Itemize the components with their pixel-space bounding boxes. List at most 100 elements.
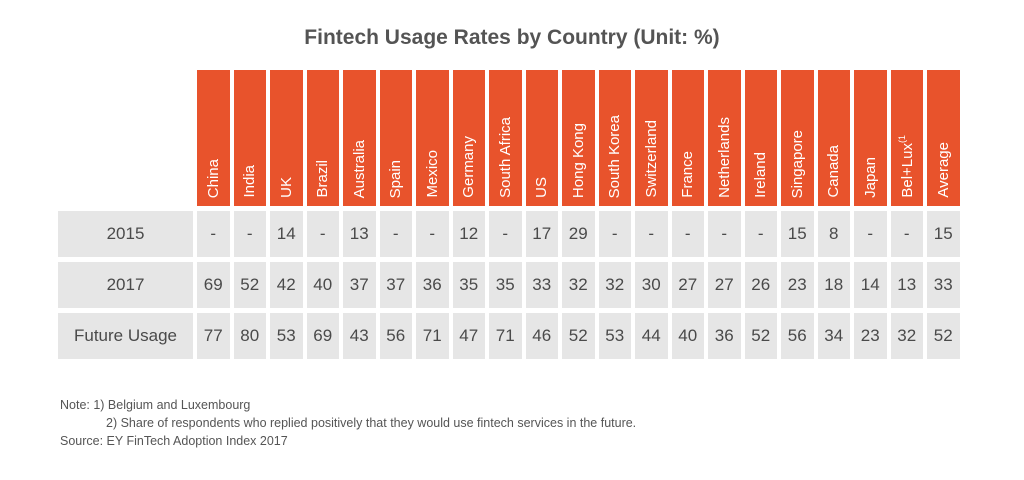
table-cell: 27 (708, 262, 741, 308)
table-cell: 23 (781, 262, 814, 308)
row-label: 2017 (58, 262, 193, 308)
table-cell: 80 (233, 313, 266, 359)
column-header: Switzerland (635, 70, 668, 206)
column-header-label: Germany (460, 136, 478, 198)
table-cell: 13 (343, 211, 376, 257)
column-header: Australia (343, 70, 376, 206)
table-cell: - (671, 211, 704, 257)
column-header-label: India (241, 165, 259, 198)
table-cell: 29 (562, 211, 595, 257)
table-cell: 37 (343, 262, 376, 308)
usage-table: China India UK Brazil Australia Spain Mexico Ge… (58, 70, 960, 359)
column-header-label: Singapore (788, 129, 806, 198)
column-header-label: Canada (825, 145, 843, 198)
table-cell: - (416, 211, 449, 257)
table-cell: 53 (270, 313, 303, 359)
column-header-label: UK (277, 177, 295, 198)
table-cell: 56 (379, 313, 412, 359)
table-cell: 44 (635, 313, 668, 359)
table-cell: 71 (489, 313, 522, 359)
table-cell: 34 (817, 313, 850, 359)
table-cell: - (708, 211, 741, 257)
table-cell: - (197, 211, 230, 257)
column-header-label: Brazil (314, 160, 332, 198)
table-cell: 43 (343, 313, 376, 359)
table-cell: 15 (927, 211, 960, 257)
table-cell: 35 (452, 262, 485, 308)
column-header-label: Bel+Lux(1 (897, 135, 917, 198)
table-cell: 37 (379, 262, 412, 308)
table-cell: 30 (635, 262, 668, 308)
note-line-1: Note: 1) Belgium and Luxembourg (60, 398, 251, 412)
table-cell: 32 (598, 262, 631, 308)
table-cell: 13 (890, 262, 923, 308)
table-cell: - (854, 211, 887, 257)
chart-title: Fintech Usage Rates by Country (Unit: %) (304, 26, 720, 49)
table-cell: 18 (817, 262, 850, 308)
table-cell: 15 (781, 211, 814, 257)
column-header: Bel+Lux(1 (890, 70, 923, 206)
column-header-label: South Africa (496, 117, 514, 198)
table-cell: 71 (416, 313, 449, 359)
column-header: Ireland (744, 70, 777, 206)
column-header: Germany (452, 70, 485, 206)
table-cell: 69 (197, 262, 230, 308)
table-cell: - (635, 211, 668, 257)
table-cell: 69 (306, 313, 339, 359)
table-cell: 32 (890, 313, 923, 359)
column-header: Brazil (306, 70, 339, 206)
row-label: Future Usage (58, 313, 193, 359)
column-header: Netherlands (708, 70, 741, 206)
table-cell: - (233, 211, 266, 257)
table-cell: 14 (854, 262, 887, 308)
row-label: 2015 (58, 211, 193, 257)
column-header: UK (270, 70, 303, 206)
column-header: China (197, 70, 230, 206)
column-header-label: France (679, 151, 697, 198)
table-cell: 56 (781, 313, 814, 359)
source-line: Source: EY FinTech Adoption Index 2017 (60, 434, 288, 448)
table-cell: - (306, 211, 339, 257)
table-cell: 52 (927, 313, 960, 359)
column-header-label: Ireland (752, 152, 770, 198)
column-header-label: Switzerland (642, 120, 660, 198)
table-cell: 8 (817, 211, 850, 257)
table-cell: 46 (525, 313, 558, 359)
note-line-2: 2) Share of respondents who replied posi… (106, 416, 637, 430)
table-cell: - (744, 211, 777, 257)
column-header: US (525, 70, 558, 206)
column-header-label: Japan (861, 157, 879, 198)
table-cell: 12 (452, 211, 485, 257)
column-header: Japan (854, 70, 887, 206)
table-cell: 53 (598, 313, 631, 359)
table-cell: 40 (306, 262, 339, 308)
table-cell: - (890, 211, 923, 257)
column-header: South Africa (489, 70, 522, 206)
table-cell: 36 (708, 313, 741, 359)
table-cell: - (489, 211, 522, 257)
table-cell: 33 (927, 262, 960, 308)
column-header-label: Australia (350, 139, 368, 198)
notes: Note: 1) Belgium and Luxembourg 2) Share… (60, 396, 636, 450)
column-header: Mexico (416, 70, 449, 206)
header-blank (58, 70, 193, 206)
column-header-superscript: (1 (897, 135, 908, 144)
column-header-label: Spain (387, 159, 405, 198)
table-cell: 23 (854, 313, 887, 359)
table-cell: 40 (671, 313, 704, 359)
column-header-label: Mexico (423, 150, 441, 198)
column-header: India (233, 70, 266, 206)
table-cell: 27 (671, 262, 704, 308)
table-cell: 52 (744, 313, 777, 359)
table-cell: 32 (562, 262, 595, 308)
column-header: France (671, 70, 704, 206)
column-header: Canada (817, 70, 850, 206)
table-cell: - (598, 211, 631, 257)
column-header-label: South Korea (606, 114, 624, 198)
column-header-label: China (204, 158, 222, 198)
table-cell: 42 (270, 262, 303, 308)
column-header: Spain (379, 70, 412, 206)
column-header: Singapore (781, 70, 814, 206)
table-cell: 14 (270, 211, 303, 257)
table-cell: 35 (489, 262, 522, 308)
